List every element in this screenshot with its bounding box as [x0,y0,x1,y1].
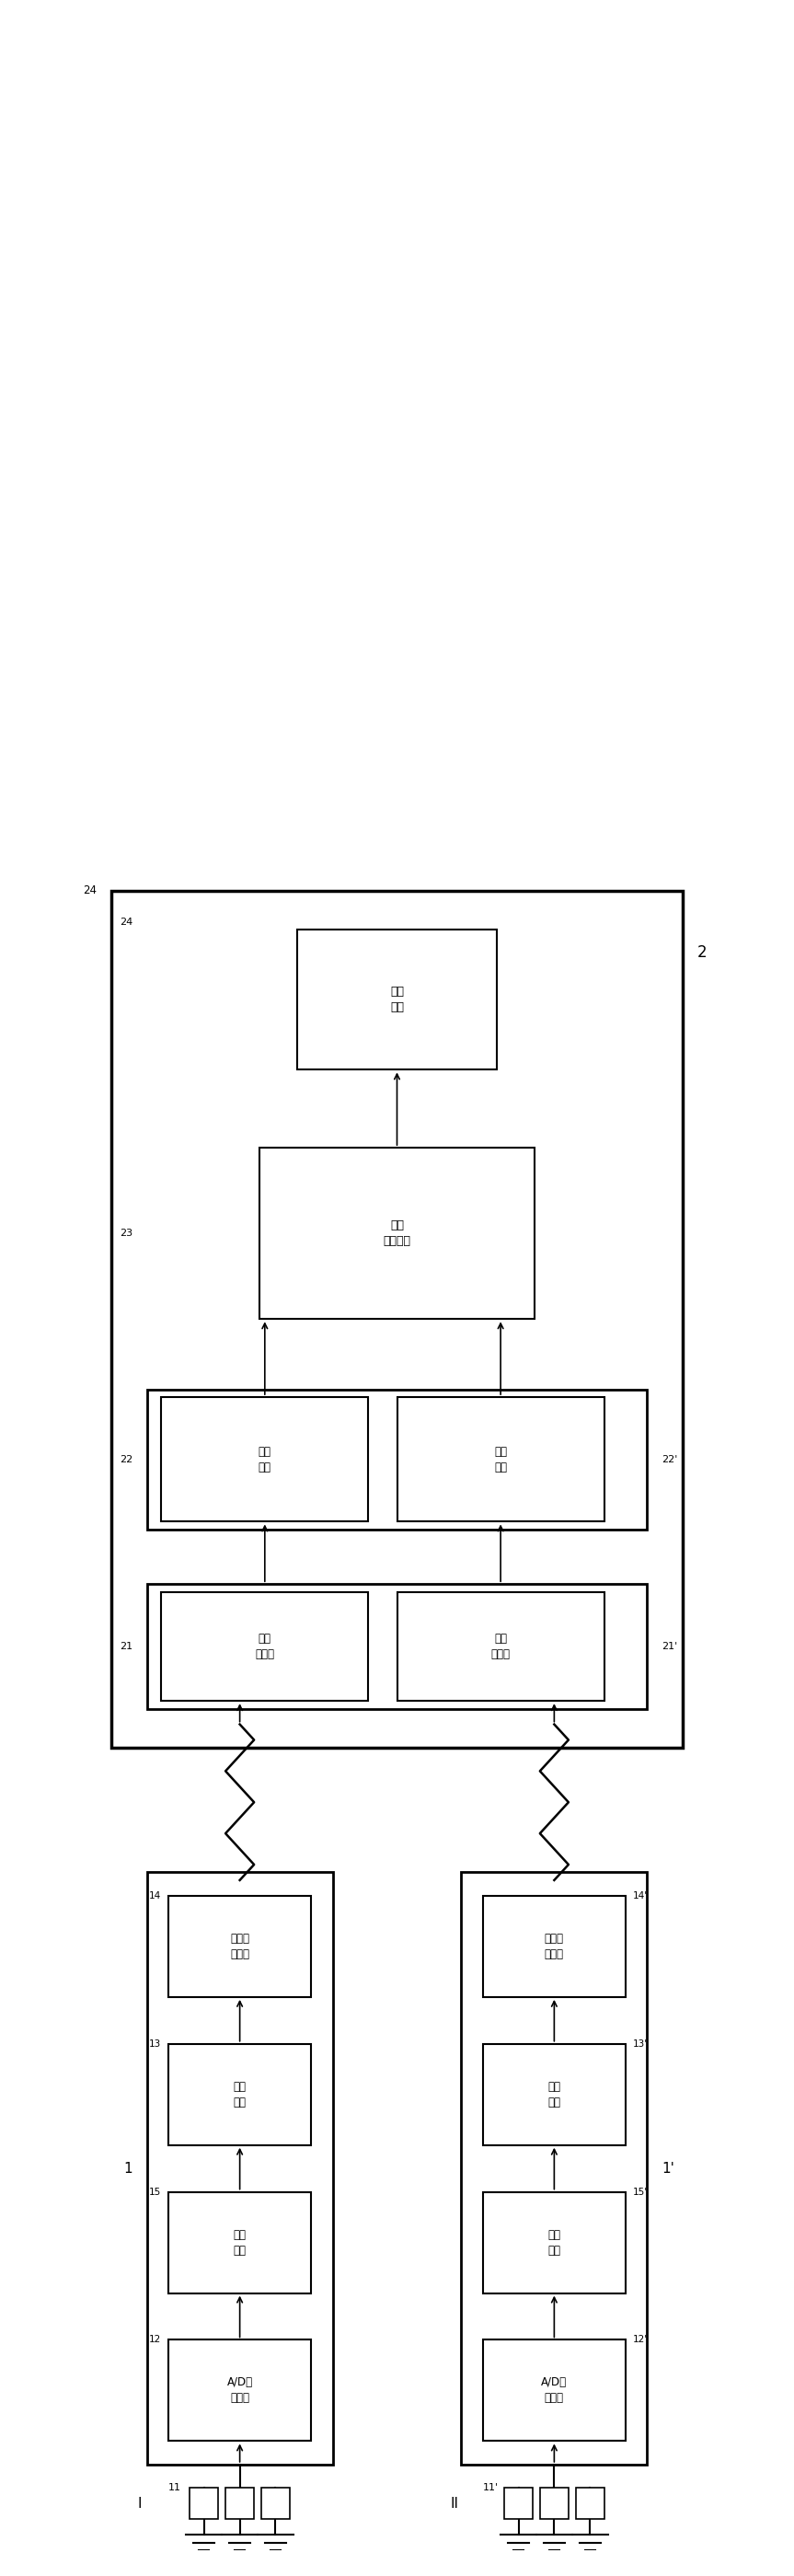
Text: 解码
电路: 解码 电路 [494,1445,507,1473]
Bar [483,2043,626,2146]
Text: 13: 13 [149,2040,161,2048]
Bar [397,1592,604,1700]
Bar [168,2043,311,2146]
Bar [461,1873,647,2465]
Bar [483,2339,626,2442]
Text: 编码
电路: 编码 电路 [548,2081,561,2107]
Text: 14': 14' [633,1891,648,1901]
Text: 12: 12 [149,2336,161,2344]
Text: 无线
收模块: 无线 收模块 [255,1633,275,1659]
Bar [168,2339,311,2442]
Text: 24: 24 [119,917,133,927]
Text: 22': 22' [661,1455,677,1463]
Bar [576,2488,604,2519]
Bar [147,1388,647,1530]
Text: 11: 11 [168,2483,181,2494]
Bar [168,2192,311,2293]
Text: A/D采
样电路: A/D采 样电路 [542,2378,567,2403]
Bar [161,1592,368,1700]
Bar [397,1396,604,1522]
Text: 显示
电路: 显示 电路 [390,987,404,1012]
Text: A/D采
样电路: A/D采 样电路 [227,2378,252,2403]
Text: 滤波
电路: 滤波 电路 [233,2228,246,2257]
Text: 信号
处理模块: 信号 处理模块 [384,1218,410,1247]
Text: 编码
电路: 编码 电路 [233,2081,246,2107]
Text: 14: 14 [149,1891,161,1901]
Text: 2: 2 [697,945,707,961]
Bar [147,1584,647,1708]
Text: 22: 22 [119,1455,133,1463]
Bar [504,2488,533,2519]
Text: 13': 13' [633,2040,648,2048]
Bar [111,891,683,1747]
Bar [260,1149,534,1319]
Text: I: I [137,2496,142,2512]
Text: 1: 1 [124,2161,133,2174]
Text: 15: 15 [149,2187,161,2197]
Text: 无线
收模块: 无线 收模块 [491,1633,511,1659]
Text: 无线频
射模块: 无线频 射模块 [230,1932,249,1960]
Bar [483,2192,626,2293]
Bar [190,2488,218,2519]
Bar [540,2488,569,2519]
Bar [261,2488,290,2519]
Text: 解码
电路: 解码 电路 [258,1445,272,1473]
Bar [168,1896,311,1996]
Bar [161,1396,368,1522]
Bar [225,2488,254,2519]
Text: 23: 23 [120,1229,133,1239]
Text: 滤波
电路: 滤波 电路 [548,2228,561,2257]
Text: 24: 24 [83,884,97,896]
Text: II: II [450,2496,458,2512]
Text: 1': 1' [661,2161,674,2174]
Text: 12': 12' [633,2336,648,2344]
Bar [483,1896,626,1996]
Text: 21': 21' [661,1641,677,1651]
Text: 11': 11' [483,2483,499,2494]
Text: 21: 21 [120,1641,133,1651]
Text: 无线频
射模块: 无线频 射模块 [545,1932,564,1960]
Bar [147,1873,333,2465]
Bar [297,930,497,1069]
Text: 15': 15' [633,2187,648,2197]
